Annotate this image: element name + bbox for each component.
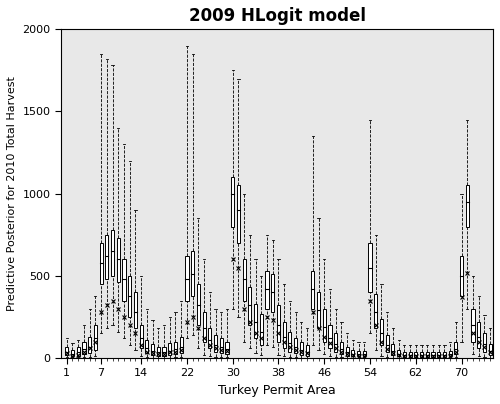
Y-axis label: Predictive Posterior for 2010 Total Harvest: Predictive Posterior for 2010 Total Harv… <box>7 76 17 311</box>
Bar <box>277 305 280 342</box>
Bar <box>374 294 378 328</box>
Bar <box>397 350 400 356</box>
Bar <box>414 352 418 357</box>
Bar <box>352 350 354 356</box>
Bar <box>432 352 434 357</box>
Bar <box>162 347 166 356</box>
Bar <box>483 333 486 351</box>
Bar <box>357 351 360 356</box>
Bar <box>254 304 257 339</box>
Bar <box>282 322 286 348</box>
Bar <box>306 345 308 356</box>
Bar <box>202 312 205 342</box>
Bar <box>248 287 252 325</box>
Bar <box>317 292 320 328</box>
Bar <box>88 337 91 353</box>
Bar <box>466 185 469 227</box>
Bar <box>403 352 406 357</box>
Bar <box>271 274 274 312</box>
Title: 2009 HLogit model: 2009 HLogit model <box>188 7 366 25</box>
Bar <box>420 352 423 357</box>
Bar <box>82 342 86 354</box>
Bar <box>472 309 474 342</box>
Bar <box>460 256 463 296</box>
Bar <box>140 325 142 348</box>
Bar <box>71 350 74 356</box>
Bar <box>322 309 326 342</box>
Bar <box>208 328 212 348</box>
Bar <box>231 177 234 227</box>
Bar <box>392 344 394 355</box>
Bar <box>76 347 80 356</box>
Bar <box>242 259 246 301</box>
Bar <box>180 337 183 353</box>
Bar <box>186 256 188 301</box>
Bar <box>346 347 348 356</box>
Bar <box>266 271 268 309</box>
Bar <box>408 352 412 357</box>
Bar <box>368 243 372 292</box>
Bar <box>168 343 172 355</box>
Bar <box>111 230 114 276</box>
Bar <box>191 251 194 296</box>
Bar <box>146 340 148 353</box>
Bar <box>100 243 102 284</box>
Bar <box>128 276 132 317</box>
Bar <box>437 352 440 357</box>
Bar <box>134 292 137 328</box>
Bar <box>448 351 452 356</box>
Bar <box>443 352 446 357</box>
Bar <box>386 335 389 351</box>
Bar <box>294 339 297 353</box>
Bar <box>380 319 383 345</box>
Bar <box>426 352 429 357</box>
Bar <box>174 342 177 354</box>
Bar <box>226 342 228 354</box>
Bar <box>65 347 68 355</box>
Bar <box>116 238 120 282</box>
Bar <box>260 314 263 345</box>
Bar <box>151 344 154 355</box>
X-axis label: Turkey Permit Area: Turkey Permit Area <box>218 384 336 397</box>
Bar <box>94 325 97 350</box>
Bar <box>288 332 292 351</box>
Bar <box>220 339 223 353</box>
Bar <box>300 343 303 355</box>
Bar <box>340 342 343 354</box>
Bar <box>105 235 108 279</box>
Bar <box>237 185 240 243</box>
Bar <box>311 271 314 309</box>
Bar <box>488 344 492 355</box>
Bar <box>334 333 338 351</box>
Bar <box>454 342 458 354</box>
Bar <box>197 284 200 325</box>
Bar <box>156 347 160 356</box>
Bar <box>122 259 126 301</box>
Bar <box>328 325 332 348</box>
Bar <box>362 351 366 356</box>
Bar <box>214 335 217 351</box>
Bar <box>477 322 480 348</box>
